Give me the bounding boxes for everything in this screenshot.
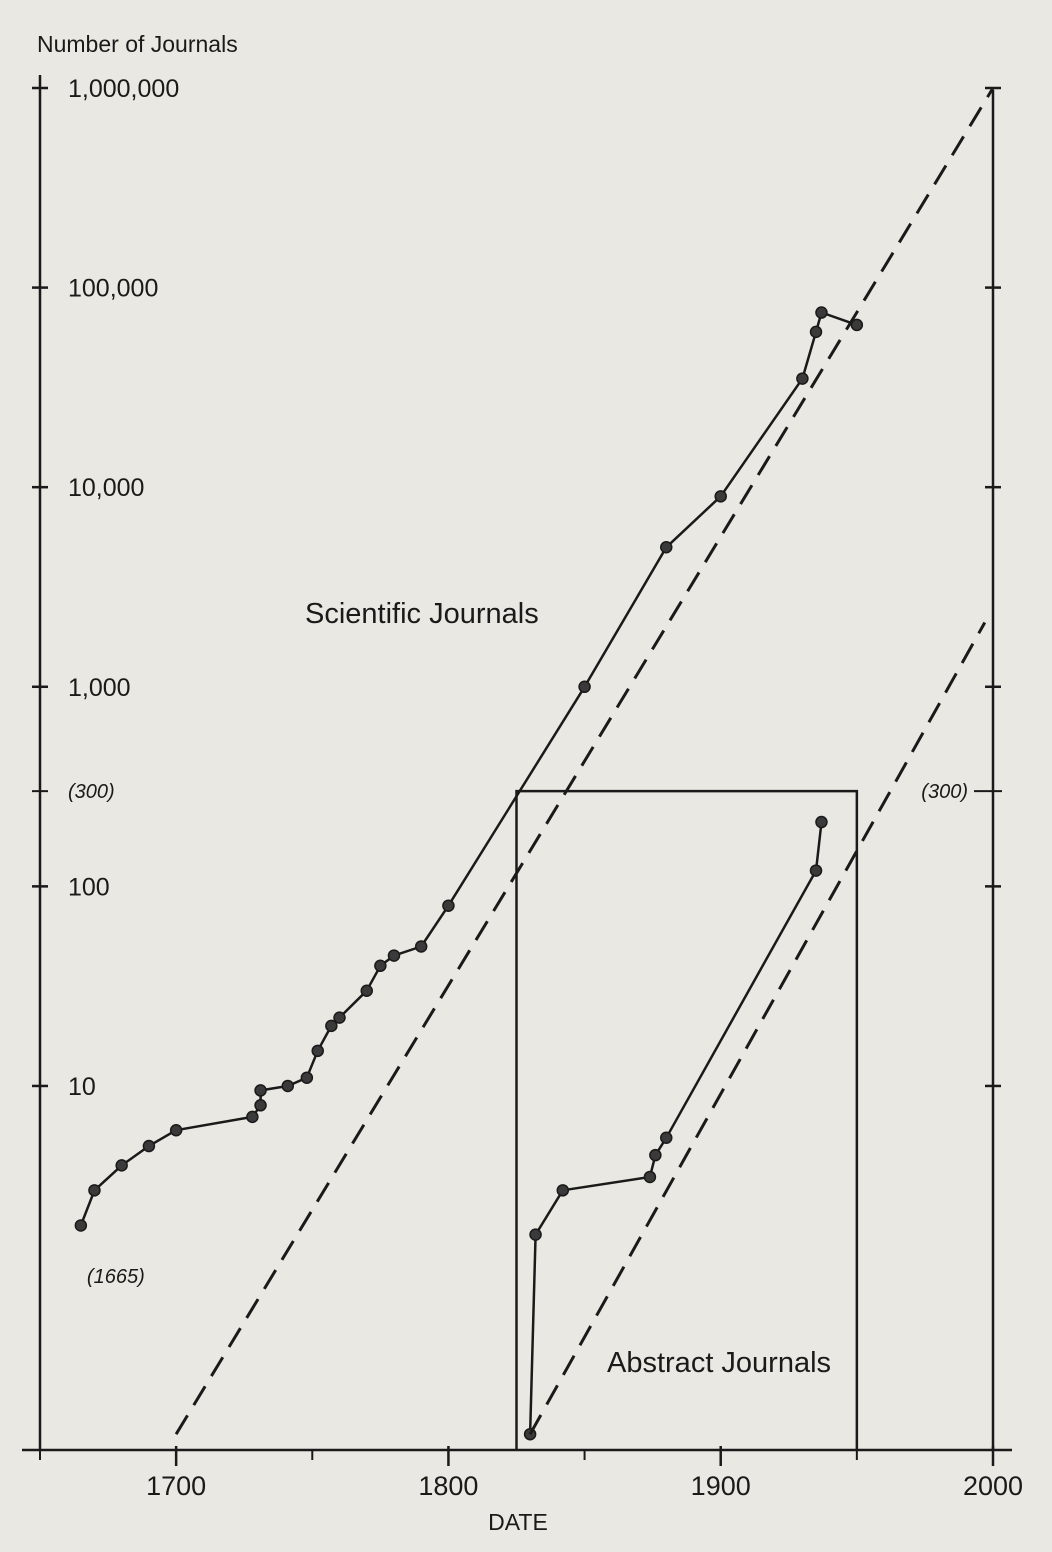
scientific-journals-point [74,1219,88,1232]
scientific-journals-point [169,1123,183,1137]
y-tick-label: 1,000,000 [68,75,179,103]
scientific-journals-point [300,1071,314,1084]
scientific-journals-point [360,984,373,997]
scientific-journals-point [325,1019,338,1033]
annotation-300-left: (300) [68,781,115,803]
abstract-journals-label: Abstract Journals [607,1347,831,1379]
abstract-journals-line [528,821,823,1435]
scientific-journals-label: Scientific Journals [305,598,539,630]
y-tick-label: 100 [68,873,110,901]
scientific-journals-trend-line [174,87,995,1435]
scientific-journals-point [796,372,809,385]
scientific-journals-point [850,318,864,332]
abstract-journals-point [649,1148,662,1162]
scientific-journals-point [254,1099,267,1112]
scientific-journals-point [88,1184,101,1197]
annotation-300-right: (300) [921,781,968,803]
y-tick-label: 10 [68,1073,96,1101]
y-tick-label: 100,000 [68,275,158,303]
scientific-journals-point [809,325,823,339]
scientific-journals-point [142,1139,156,1153]
scientific-journals-point [714,490,727,503]
x-tick-label: 1900 [691,1471,751,1501]
scientific-journals-point [387,949,401,962]
scientific-journals-point [578,680,591,694]
chart-frame [22,75,1012,1466]
scientific-journals-point [815,306,828,319]
x-tick-label: 1700 [146,1471,206,1501]
abstract-journals-trend-line [528,621,987,1435]
abstract-journals-point [809,864,823,877]
scientific-journals-point [311,1044,324,1058]
abstract-journals-point [815,815,828,829]
annotation-1665: (1665) [87,1266,145,1288]
series-layer [74,87,995,1441]
scientific-journals-point [660,541,673,554]
x-tick-label: 2000 [963,1471,1023,1501]
abstract-journals-point [556,1184,570,1197]
scientific-journals-point [374,959,387,973]
scientific-journals-point [414,940,428,953]
inset-box [515,789,859,1450]
scientific-journals-line [79,311,858,1226]
y-axis-title: Number of Journals [37,31,238,57]
scientific-journals-point [333,1011,346,1024]
scientific-journals-point [281,1079,295,1093]
x-tick-label: 1800 [418,1471,478,1501]
y-tick-label: 10,000 [68,474,144,502]
abstract-journals-point [660,1131,673,1145]
scientific-journals-point [115,1159,128,1172]
y-tick-label: 1,000 [68,674,131,702]
scientific-journals-point [254,1084,267,1097]
scientific-journals-point [246,1110,259,1124]
text-layer: 10 100 1,000 10,000 100,000 1,000,000 1700 1800… [37,31,1023,1535]
scientific-journals-point [442,899,455,912]
x-axis-title: DATE [488,1509,548,1535]
abstract-journals-point [529,1228,542,1241]
abstract-inset-box [515,789,859,1450]
abstract-journals-point [643,1170,657,1184]
